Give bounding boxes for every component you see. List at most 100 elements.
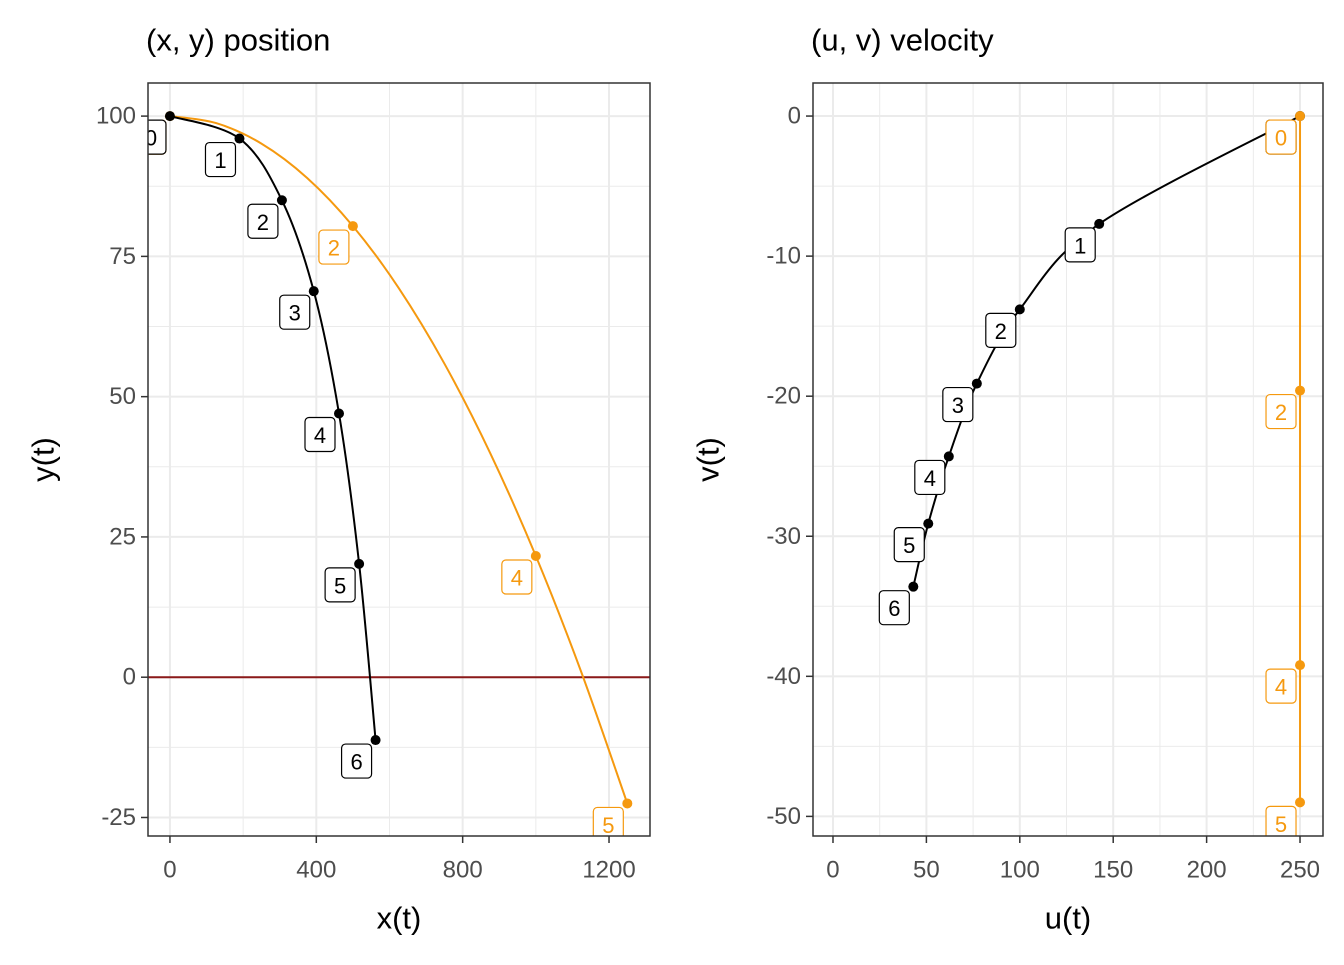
point xyxy=(971,378,982,389)
point-label: 1 xyxy=(1074,233,1086,258)
point-label: 4 xyxy=(1275,675,1287,700)
point-label: 2 xyxy=(257,210,269,235)
point xyxy=(622,798,633,809)
label-box xyxy=(304,416,336,453)
label-box xyxy=(1265,393,1297,430)
label-box xyxy=(501,559,533,595)
x-axis-title: u(t) xyxy=(1045,901,1092,936)
x-tick-label: 0 xyxy=(826,857,839,884)
label-box xyxy=(878,590,910,626)
point xyxy=(923,518,934,529)
y-tick-label: -25 xyxy=(101,804,136,831)
x-axis-title: x(t) xyxy=(377,901,422,936)
point xyxy=(276,195,287,206)
label-box xyxy=(324,567,356,603)
point xyxy=(308,286,319,297)
label-box xyxy=(204,141,237,178)
x-tick-label: 50 xyxy=(913,857,940,884)
label-box xyxy=(318,229,350,265)
label-box xyxy=(942,386,974,423)
point xyxy=(1094,218,1105,229)
label-box xyxy=(893,527,925,563)
x-tick-label: 100 xyxy=(1000,857,1040,884)
y-axis-title: v(t) xyxy=(691,437,726,482)
panel: 050100150200250-50-40-30-20-100012345602… xyxy=(691,23,1324,936)
point-label: 3 xyxy=(952,393,964,418)
point-label: 1 xyxy=(214,148,226,173)
point-label: 0 xyxy=(145,126,157,151)
chart-title: (x, y) position xyxy=(146,23,330,58)
point xyxy=(943,451,954,462)
label-box xyxy=(1064,227,1096,263)
panel-border xyxy=(812,82,1324,837)
y-tick-label: -40 xyxy=(766,663,801,690)
point xyxy=(347,221,358,232)
point-label: 2 xyxy=(328,236,340,261)
label-box xyxy=(247,203,279,239)
point-label: 5 xyxy=(602,813,614,838)
x-tick-label: 0 xyxy=(163,857,176,884)
point-label: 3 xyxy=(289,301,301,326)
label-box xyxy=(1265,668,1297,704)
point xyxy=(908,581,919,592)
point xyxy=(370,735,381,746)
y-tick-label: -20 xyxy=(766,383,801,410)
label-box xyxy=(1265,805,1297,836)
label-box xyxy=(148,119,167,155)
y-tick-label: 0 xyxy=(123,664,136,691)
panel-background xyxy=(813,83,1323,836)
point xyxy=(1295,385,1306,396)
x-tick-label: 400 xyxy=(296,857,336,884)
point-label: 5 xyxy=(334,573,346,598)
panel-border xyxy=(147,82,651,837)
panel-background xyxy=(148,83,650,836)
point xyxy=(1295,797,1306,808)
point xyxy=(530,551,541,562)
label-box xyxy=(985,312,1017,348)
chart-title: (u, v) velocity xyxy=(811,23,994,58)
x-tick-label: 150 xyxy=(1093,857,1133,884)
point-label: 4 xyxy=(314,423,326,448)
y-tick-label: 25 xyxy=(109,523,136,550)
label-box xyxy=(1265,119,1297,155)
series-line xyxy=(169,115,629,804)
y-tick-label: -10 xyxy=(766,243,801,270)
point-label: 2 xyxy=(1275,400,1287,425)
point-label: 0 xyxy=(1275,126,1287,151)
label-box xyxy=(279,294,311,330)
point xyxy=(354,558,365,569)
x-tick-label: 200 xyxy=(1187,857,1227,884)
point-label: 6 xyxy=(888,596,900,621)
point-label: 5 xyxy=(903,533,915,558)
series-line xyxy=(912,115,1301,587)
point-label: 4 xyxy=(924,466,936,491)
point-label: 5 xyxy=(1275,812,1287,837)
series-line xyxy=(169,115,377,741)
y-tick-label: 100 xyxy=(96,103,136,130)
label-box xyxy=(592,806,624,836)
y-tick-label: -30 xyxy=(766,523,801,550)
y-tick-label: 75 xyxy=(109,243,136,270)
point xyxy=(234,133,245,144)
point xyxy=(1014,304,1025,315)
y-axis-title: y(t) xyxy=(26,437,61,482)
x-tick-label: 800 xyxy=(443,857,483,884)
point-label: 6 xyxy=(350,750,362,775)
x-tick-label: 1200 xyxy=(582,857,635,884)
point xyxy=(1295,660,1306,671)
x-tick-label: 250 xyxy=(1280,857,1320,884)
y-tick-label: 50 xyxy=(109,383,136,410)
point-label: 2 xyxy=(995,319,1007,344)
y-tick-label: -50 xyxy=(766,803,801,830)
point-label: 4 xyxy=(511,566,523,591)
label-box xyxy=(914,459,946,496)
label-box xyxy=(340,743,373,779)
point xyxy=(1295,111,1306,122)
point xyxy=(333,408,344,419)
point xyxy=(164,111,175,122)
y-tick-label: 0 xyxy=(788,103,801,130)
